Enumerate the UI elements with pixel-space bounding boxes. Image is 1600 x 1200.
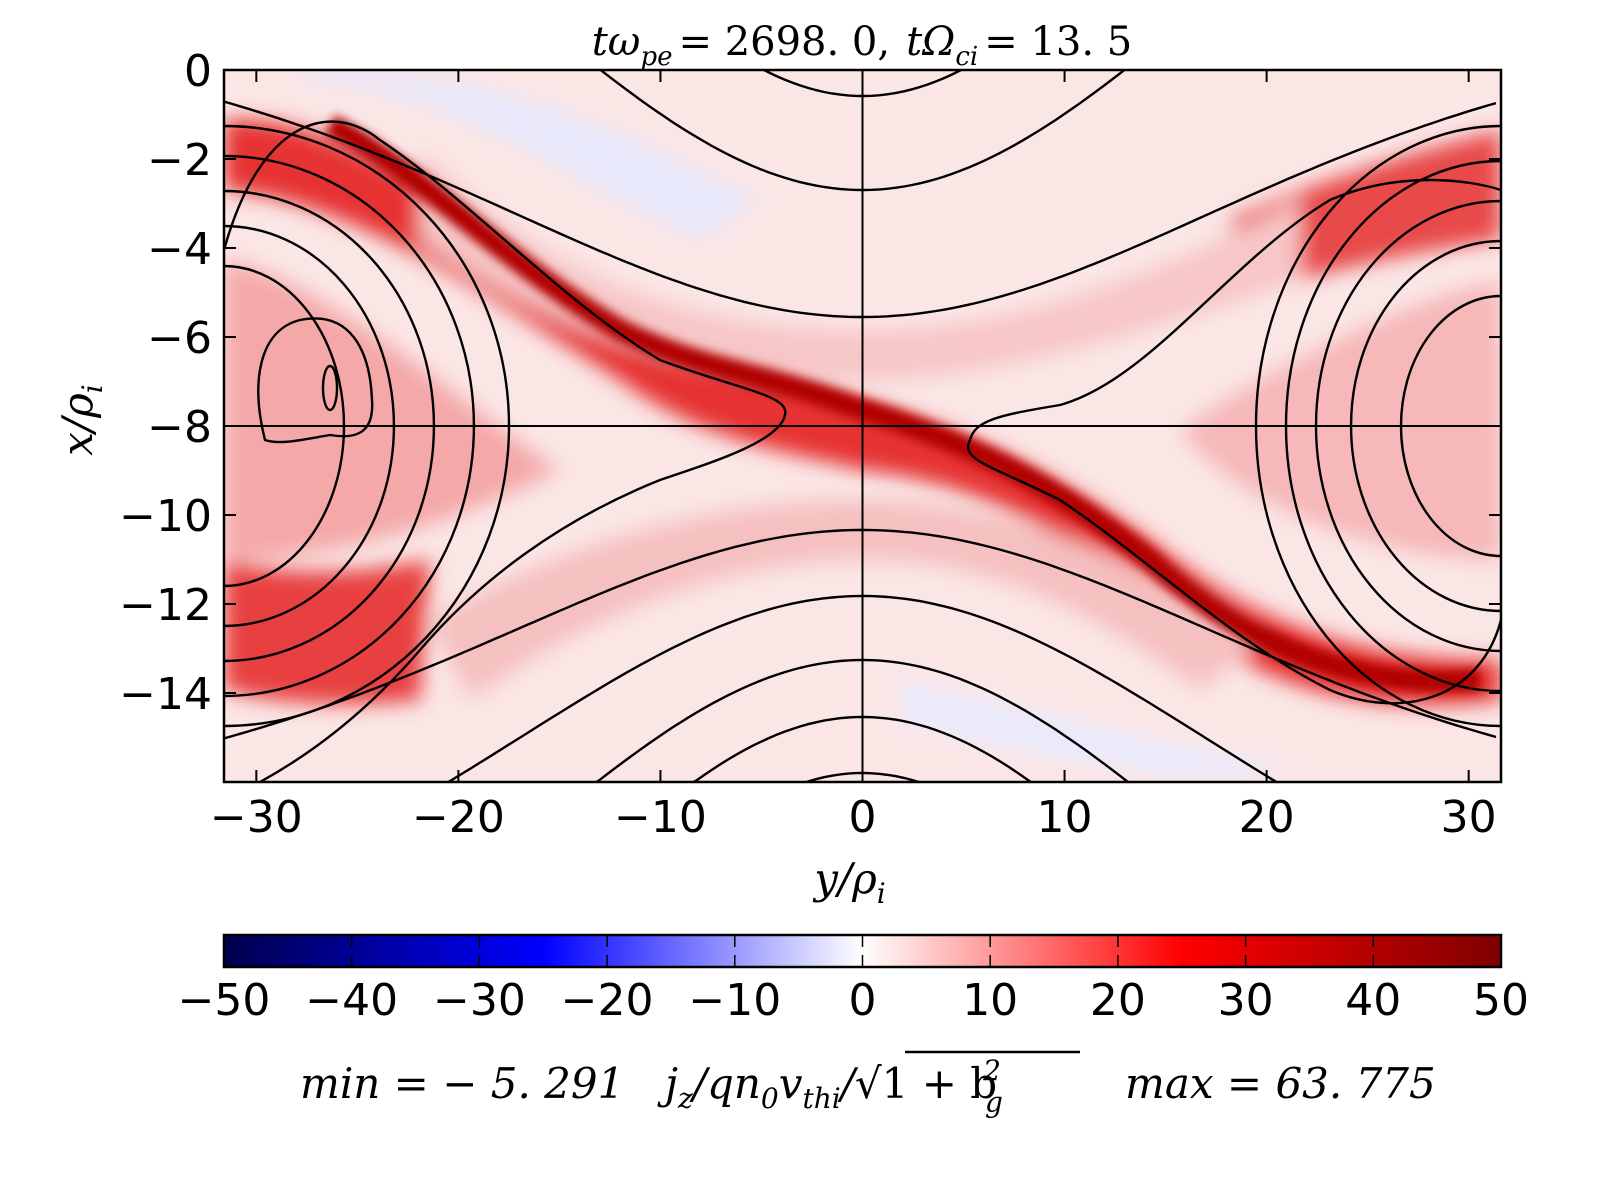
quantity-label: jz/qn0vthi/√1 + b2 g — [657, 1054, 1003, 1119]
x-tick-label: 10 — [1037, 792, 1093, 843]
colorbar-tick-label: 10 — [962, 975, 1018, 1026]
colorbar-tick-label: −10 — [688, 975, 781, 1026]
colorbar-tick-label: −50 — [178, 975, 271, 1026]
flux-line-bottom — [691, 715, 1034, 782]
colorbar-tick-label: 30 — [1218, 975, 1274, 1026]
flux-island-left-core — [321, 364, 339, 412]
colorbar-tick-label: 50 — [1473, 975, 1529, 1026]
x-tick-label: −20 — [412, 792, 505, 843]
flux-line-bottom — [594, 658, 1132, 782]
y-tick-label: −2 — [147, 135, 212, 186]
separatrix-left — [224, 120, 787, 782]
inflow-pink — [420, 150, 1300, 380]
max-label: max = 63. 775 — [1125, 1059, 1436, 1108]
y-tick-label: −10 — [119, 491, 212, 542]
flux-line-top — [224, 100, 1497, 319]
y-tick-label: −8 — [147, 402, 212, 453]
y-tick-label: −12 — [119, 580, 212, 631]
y-tick-label: −6 — [147, 313, 212, 364]
colorbar-tick-label: 20 — [1090, 975, 1146, 1026]
inflow-pink-bottom — [430, 500, 1260, 700]
axis-ticks: −30 −20 −10 0 10 20 30 0 −2 −4 −6 −8 −10 −12 −14 — [119, 46, 1501, 843]
min-label: min = − 5. 291 — [300, 1059, 624, 1108]
separatrix-right — [967, 178, 1501, 705]
current-sheet-core — [325, 115, 1481, 693]
outflow-pink-left — [224, 260, 560, 560]
colorbar-tick-label: −30 — [433, 975, 526, 1026]
y-tick-label: 0 — [184, 46, 212, 97]
flux-line-bottom — [445, 594, 1279, 782]
flux-line-top — [761, 70, 965, 98]
colorbar-tick-label: −40 — [305, 975, 398, 1026]
colorbar-tick-label: 40 — [1345, 975, 1401, 1026]
colorbar-ticks: −50 −40 −30 −20 −10 0 10 20 30 40 50 — [178, 935, 1529, 1026]
y-tick-label: −14 — [119, 669, 212, 720]
x-tick-label: 30 — [1441, 792, 1497, 843]
bluish-region-top — [300, 70, 760, 240]
flux-contours — [224, 70, 1501, 782]
bluish-region-bottom — [900, 680, 1300, 780]
chart-title: tωpe = 2698. 0, tΩci = 13. 5 — [592, 19, 1133, 72]
colorbar-tick-label: −20 — [561, 975, 654, 1026]
flux-island-left-inner — [257, 317, 374, 444]
x-tick-label: 20 — [1239, 792, 1295, 843]
x-tick-label: −10 — [614, 792, 707, 843]
flux-line-bottom — [224, 528, 1497, 740]
x-axis-label: y/ρi — [812, 854, 886, 910]
y-tick-label: −4 — [147, 224, 212, 275]
y-axis-label: x/ρi — [53, 384, 109, 456]
colorbar-tick-label: 0 — [849, 975, 877, 1026]
x-tick-label: 0 — [849, 792, 877, 843]
flux-line-top — [597, 70, 1127, 192]
flux-line-bottom — [802, 771, 923, 782]
x-tick-label: −30 — [210, 792, 303, 843]
